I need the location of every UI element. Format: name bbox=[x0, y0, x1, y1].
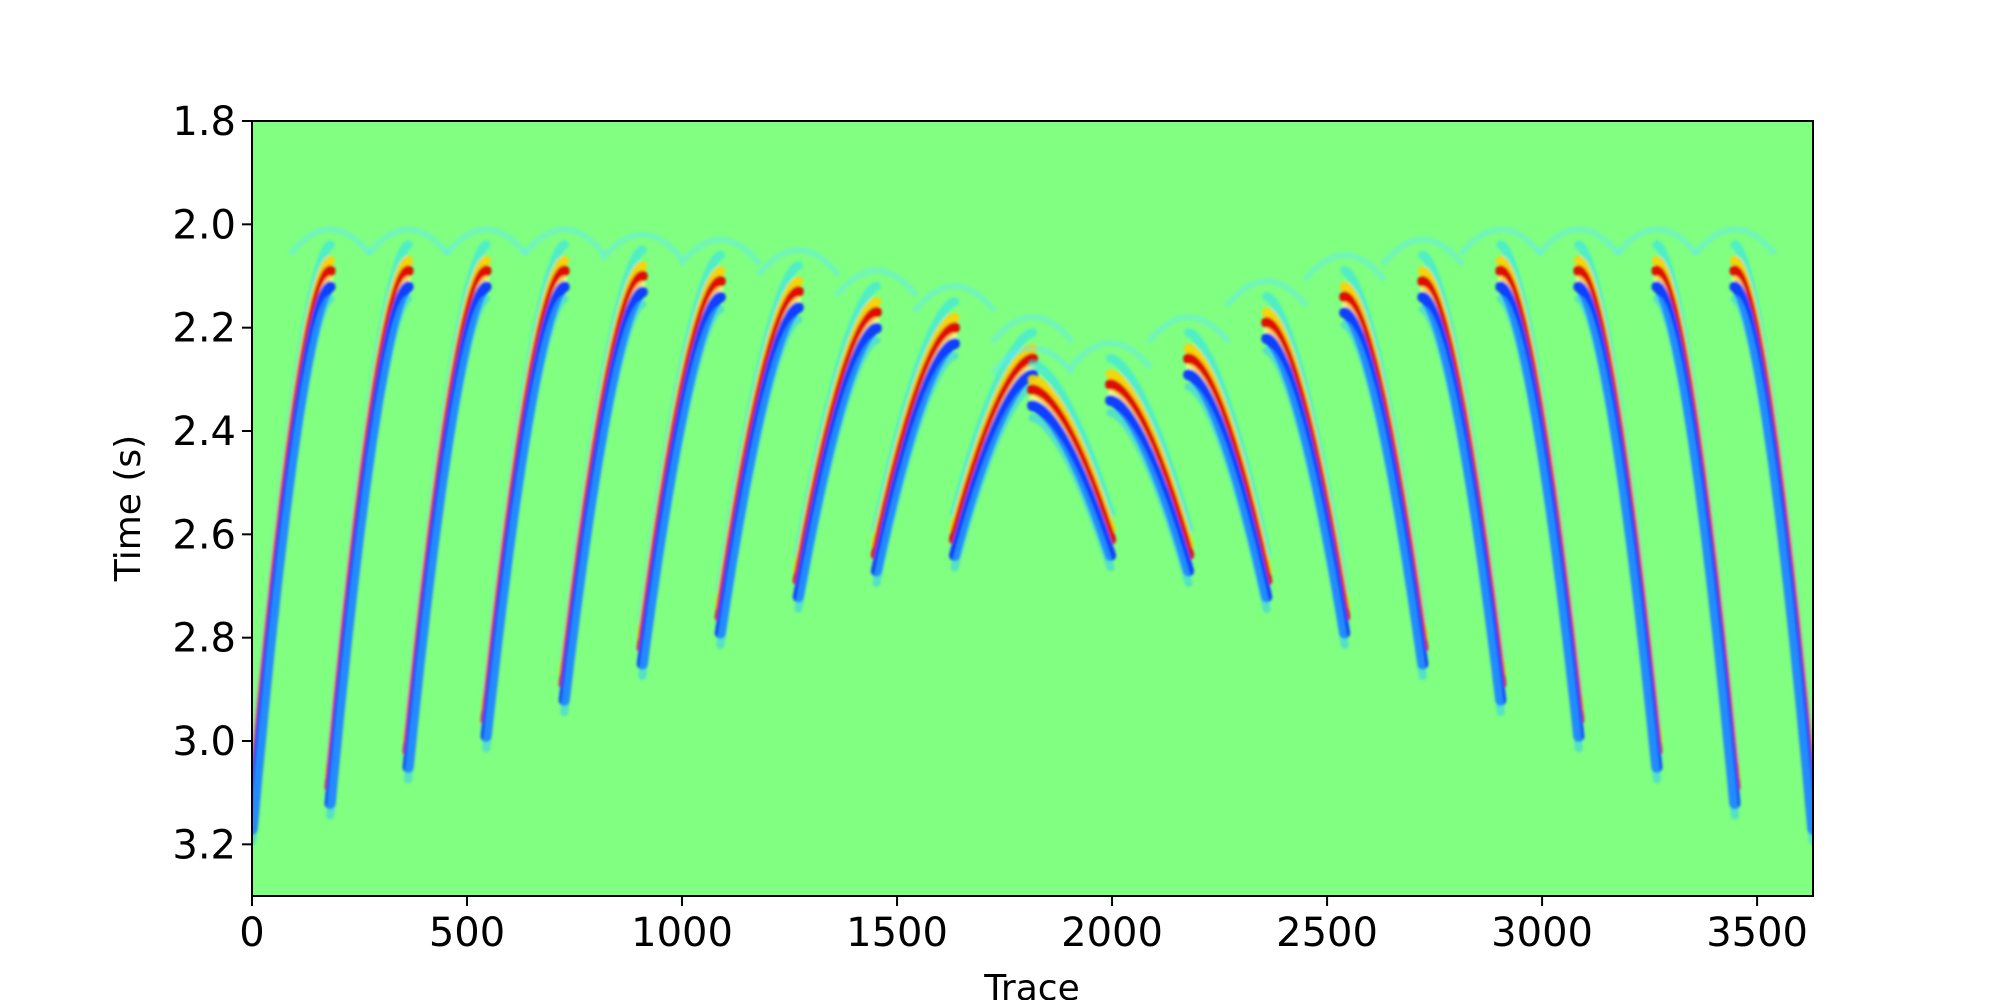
x-tick-label: 2500 bbox=[1276, 910, 1378, 956]
event-precursor-arc bbox=[1614, 226, 1700, 257]
event-wavelet-band bbox=[560, 300, 647, 717]
event-precursor-arc bbox=[1458, 226, 1544, 257]
seismic-event bbox=[870, 283, 997, 587]
event-precursor-arc bbox=[1692, 226, 1778, 257]
event-precursor-arc bbox=[1068, 340, 1153, 370]
seismic-event bbox=[714, 247, 841, 649]
event-precursor-arc bbox=[1224, 278, 1309, 308]
seismic-event bbox=[1458, 226, 1585, 753]
seismic-event bbox=[990, 345, 1117, 572]
event-wavelet-band bbox=[872, 351, 959, 587]
event-precursor-arc bbox=[990, 314, 1075, 345]
event-wavelet-band bbox=[950, 382, 1037, 572]
seismic-event bbox=[1380, 236, 1507, 717]
y-tick-label: 2.8 bbox=[172, 616, 236, 662]
x-tick-label: 1000 bbox=[631, 910, 733, 956]
x-axis-ticks: 0 500 1000 1500 2000 2500 3000 3500 bbox=[239, 896, 1808, 956]
event-wavelet-band bbox=[1652, 294, 1739, 820]
seismic-events bbox=[252, 226, 1813, 846]
y-tick-label: 2.2 bbox=[172, 306, 236, 352]
event-wavelet-band bbox=[1262, 346, 1349, 649]
event-precursor-arc bbox=[521, 226, 607, 257]
event-wavelet-band bbox=[1574, 294, 1661, 784]
seismic-event bbox=[480, 226, 607, 753]
event-precursor-arc bbox=[599, 231, 685, 262]
event-wavelet-band bbox=[1184, 382, 1271, 613]
seismic-event bbox=[636, 236, 763, 680]
y-tick-label: 2.0 bbox=[172, 202, 236, 248]
x-tick-label: 0 bbox=[239, 910, 264, 956]
seismic-event bbox=[1068, 340, 1195, 587]
x-axis-label: Trace bbox=[983, 968, 1080, 1000]
event-wavelet-band bbox=[638, 305, 725, 680]
event-wavelet-band bbox=[404, 294, 491, 784]
seismic-event bbox=[1536, 226, 1663, 784]
event-wavelet-band bbox=[1730, 294, 1813, 846]
x-tick-label: 3000 bbox=[1491, 910, 1593, 956]
seismic-event bbox=[949, 314, 1075, 572]
event-precursor-arc bbox=[365, 226, 451, 257]
x-tick-label: 500 bbox=[429, 910, 505, 956]
x-tick-label: 3500 bbox=[1706, 910, 1808, 956]
event-precursor-arc bbox=[990, 345, 1075, 376]
event-precursor-arc bbox=[1302, 252, 1388, 283]
seismic-event bbox=[1224, 278, 1351, 649]
y-tick-label: 1.8 bbox=[172, 99, 236, 145]
event-precursor-arc bbox=[912, 283, 997, 314]
event-wavelet-band bbox=[1028, 359, 1116, 518]
event-wavelet-band bbox=[326, 294, 413, 820]
plot-frame bbox=[251, 120, 1814, 897]
event-precursor-arc bbox=[1536, 226, 1622, 257]
event-wavelet-band bbox=[1496, 294, 1583, 753]
x-tick-label: 1500 bbox=[846, 910, 948, 956]
event-precursor-arc bbox=[1146, 314, 1231, 345]
seismic-event bbox=[252, 226, 373, 846]
event-precursor-arc bbox=[287, 226, 373, 257]
y-axis-label: Time (s) bbox=[108, 435, 149, 582]
y-axis-ticks: 1.8 2.0 2.2 2.4 2.6 2.8 3.0 3.2 bbox=[172, 99, 252, 868]
event-precursor-arc bbox=[756, 247, 841, 277]
event-wavelet-band bbox=[1418, 305, 1505, 717]
seismic-event bbox=[1302, 252, 1429, 680]
plot-background bbox=[252, 121, 1813, 896]
seismic-event bbox=[1146, 314, 1273, 613]
event-precursor-arc bbox=[677, 236, 763, 267]
event-wavelet-band bbox=[716, 315, 803, 649]
event-wavelet-band bbox=[1028, 413, 1115, 572]
seismic-event bbox=[558, 231, 685, 717]
event-wavelet-band bbox=[1027, 400, 1117, 561]
y-tick-label: 2.4 bbox=[172, 409, 236, 455]
y-tick-label: 2.6 bbox=[172, 512, 236, 558]
event-precursor-arc bbox=[834, 267, 919, 298]
event-wavelet-band bbox=[1106, 408, 1193, 587]
seismic-event bbox=[792, 267, 919, 613]
event-wavelet-band bbox=[252, 294, 335, 846]
event-precursor-arc bbox=[1380, 236, 1466, 267]
x-tick-label: 2000 bbox=[1061, 910, 1163, 956]
event-wavelet-band bbox=[1340, 320, 1427, 680]
y-tick-label: 3.0 bbox=[172, 719, 236, 765]
event-precursor-arc bbox=[443, 226, 529, 257]
event-wavelet-band bbox=[482, 294, 569, 753]
seismic-event bbox=[1692, 226, 1813, 846]
event-wavelet-band bbox=[794, 336, 881, 613]
seismic-event bbox=[1614, 226, 1741, 820]
seismic-event bbox=[324, 226, 451, 820]
seismic-event bbox=[402, 226, 529, 784]
y-tick-label: 3.2 bbox=[172, 822, 236, 868]
